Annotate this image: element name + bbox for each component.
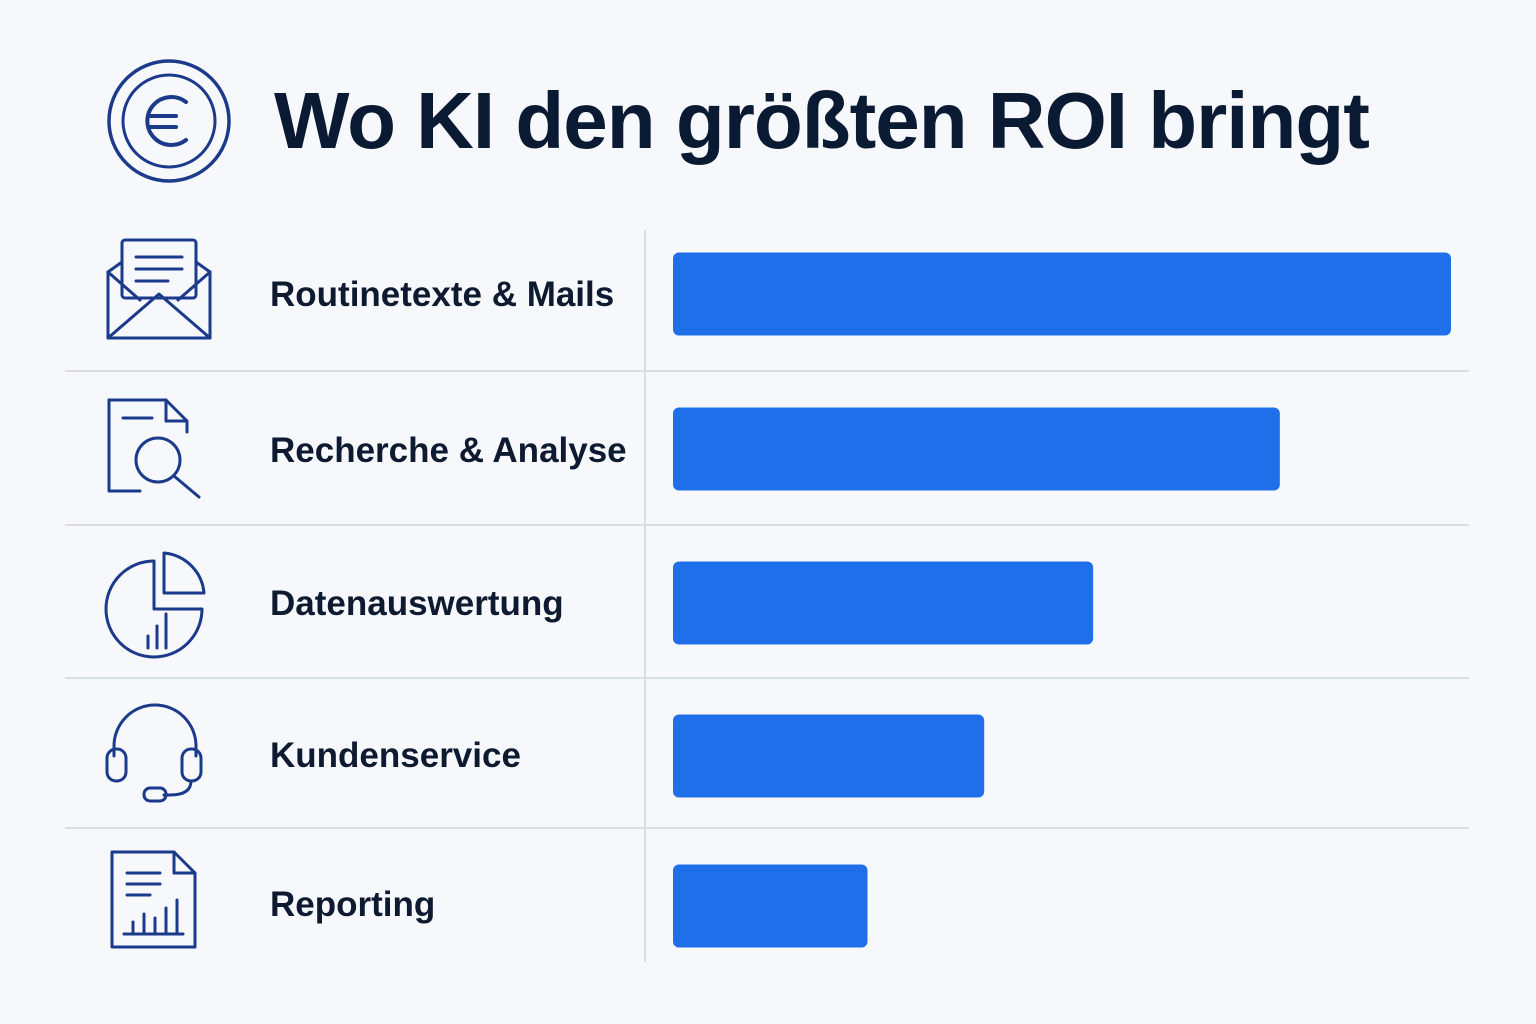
bar-5 (673, 864, 868, 948)
page-title: Wo KI den größten ROI bringt (274, 76, 1370, 165)
pie-chart-icon (104, 551, 206, 659)
category-label: Recherche & Analyse (270, 431, 627, 470)
envelope-icon (106, 238, 212, 340)
headset-icon (105, 703, 203, 803)
bars-group (673, 252, 1451, 948)
bar-4 (673, 714, 985, 798)
bar-3 (673, 561, 1094, 645)
category-label: Kundenservice (270, 736, 521, 775)
euro-coin-icon (107, 59, 231, 183)
bar-1 (673, 252, 1451, 336)
header: Wo KI den größten ROI bringt (106, 58, 1370, 184)
category-label: Reporting (270, 885, 435, 924)
document-search-icon (107, 398, 201, 499)
report-icon (110, 850, 197, 949)
category-label: Routinetexte & Mails (270, 275, 614, 314)
category-label: Datenauswertung (270, 584, 564, 623)
bar-2 (673, 407, 1280, 491)
